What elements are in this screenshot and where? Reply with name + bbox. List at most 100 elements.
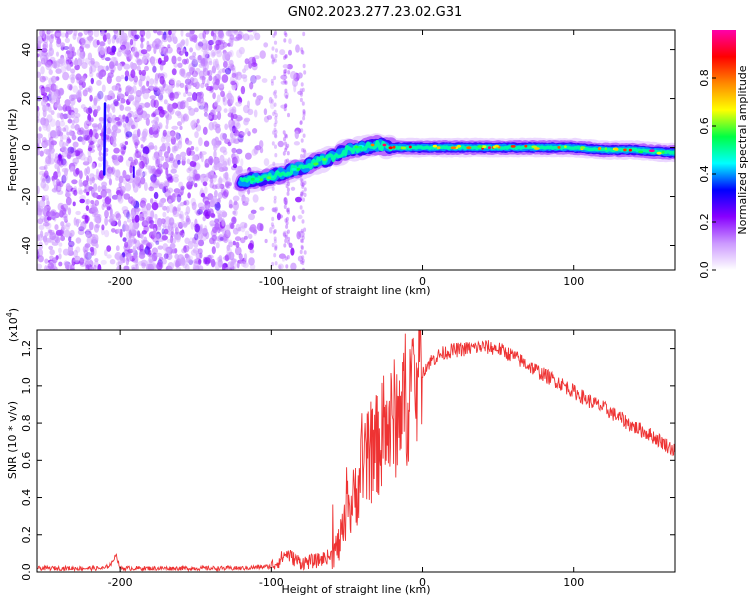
noise-speck bbox=[65, 105, 72, 112]
noise-speck bbox=[283, 55, 286, 60]
noise-speck bbox=[213, 101, 218, 107]
noise-speck bbox=[221, 68, 226, 73]
noise-speck bbox=[54, 155, 60, 161]
noise-speck bbox=[235, 33, 243, 41]
noise-speck bbox=[283, 71, 287, 77]
noise-speck bbox=[59, 229, 64, 237]
noise-speck bbox=[236, 148, 243, 155]
noise-speck bbox=[145, 117, 150, 126]
noise-speck bbox=[284, 234, 288, 240]
noise-speck bbox=[180, 151, 187, 158]
noise-speck bbox=[179, 82, 185, 88]
noise-speck bbox=[144, 88, 151, 94]
noise-speck bbox=[172, 211, 180, 218]
noise-speck bbox=[220, 90, 225, 98]
noise-speck bbox=[154, 145, 158, 151]
y-tick-label: 20 bbox=[20, 92, 33, 106]
ridge-peak bbox=[493, 145, 496, 149]
noise-speck bbox=[138, 250, 146, 260]
ridge-peak bbox=[370, 143, 375, 147]
noise-speck bbox=[228, 251, 235, 261]
noise-speck bbox=[290, 186, 296, 191]
noise-speck bbox=[178, 222, 183, 229]
noise-speck bbox=[128, 94, 135, 101]
noise-speck bbox=[79, 257, 85, 265]
noise-speck bbox=[287, 181, 291, 187]
noise-speck bbox=[270, 81, 274, 86]
noise-speck bbox=[105, 104, 112, 109]
noise-speck bbox=[232, 80, 239, 89]
y-tick-label: 0.4 bbox=[20, 489, 33, 507]
noise-speck bbox=[90, 77, 95, 85]
noise-speck bbox=[157, 225, 162, 231]
noise-speck bbox=[37, 255, 44, 263]
ridge-peak bbox=[432, 144, 438, 148]
noise-speck bbox=[132, 184, 139, 193]
noise-speck bbox=[195, 42, 202, 51]
noise-speck bbox=[216, 94, 221, 103]
noise-speck bbox=[213, 145, 218, 151]
ridge-peak bbox=[524, 144, 528, 148]
noise-speck bbox=[274, 244, 278, 249]
noise-speck bbox=[170, 238, 177, 245]
noise-speck bbox=[86, 30, 92, 34]
noise-speck bbox=[164, 111, 170, 119]
noise-speck bbox=[271, 58, 275, 63]
noise-speck bbox=[158, 183, 164, 190]
noise-speck bbox=[85, 231, 90, 238]
noise-speck bbox=[91, 104, 98, 110]
noise-speck bbox=[197, 55, 203, 63]
noise-speck bbox=[191, 57, 198, 65]
noise-speck bbox=[211, 65, 217, 74]
noise-speck bbox=[188, 237, 194, 245]
noise-speck bbox=[156, 30, 162, 36]
noise-speck bbox=[127, 248, 134, 254]
noise-speck bbox=[60, 235, 65, 242]
noise-speck bbox=[79, 135, 82, 142]
noise-speck bbox=[77, 55, 85, 65]
noise-speck bbox=[45, 60, 52, 68]
noise-speck bbox=[243, 253, 248, 261]
noise-speck bbox=[273, 31, 277, 36]
noise-speck bbox=[181, 156, 186, 162]
noise-speck bbox=[49, 249, 55, 256]
noise-speck bbox=[283, 232, 287, 237]
noise-speck bbox=[222, 133, 228, 140]
noise-speck bbox=[90, 57, 95, 66]
noise-speck bbox=[282, 257, 285, 262]
noise-speck bbox=[56, 37, 62, 45]
noise-speck bbox=[225, 230, 229, 238]
noise-speck bbox=[270, 55, 274, 60]
noise-speck bbox=[132, 135, 139, 144]
noise-speck bbox=[194, 209, 199, 214]
noise-speck bbox=[278, 265, 282, 270]
noise-speck bbox=[141, 230, 147, 235]
noise-speck bbox=[69, 168, 73, 173]
noise-speck bbox=[302, 63, 306, 69]
noise-speck bbox=[39, 150, 44, 157]
noise-speck bbox=[58, 253, 62, 260]
noise-speck bbox=[273, 40, 278, 45]
noise-speck bbox=[150, 210, 155, 219]
noise-speck bbox=[273, 58, 277, 63]
noise-speck bbox=[300, 82, 304, 87]
noise-speck bbox=[111, 35, 116, 44]
noise-speck bbox=[144, 65, 149, 72]
noise-speck bbox=[119, 254, 124, 261]
noise-speck bbox=[37, 185, 40, 195]
noise-speck bbox=[115, 213, 122, 221]
noise-speck bbox=[152, 65, 157, 73]
noise-speck bbox=[119, 185, 126, 194]
noise-speck bbox=[299, 205, 303, 210]
noise-speck bbox=[301, 182, 305, 187]
x-tick-label: -200 bbox=[108, 576, 133, 589]
noise-speck bbox=[274, 246, 278, 251]
noise-speck bbox=[83, 30, 89, 36]
noise-speck bbox=[206, 114, 213, 120]
noise-speck bbox=[227, 157, 231, 166]
noise-speck bbox=[221, 191, 229, 199]
noise-speck bbox=[87, 134, 93, 144]
noise-speck bbox=[171, 162, 179, 171]
noise-speck bbox=[290, 247, 295, 256]
noise-speck bbox=[173, 91, 179, 99]
